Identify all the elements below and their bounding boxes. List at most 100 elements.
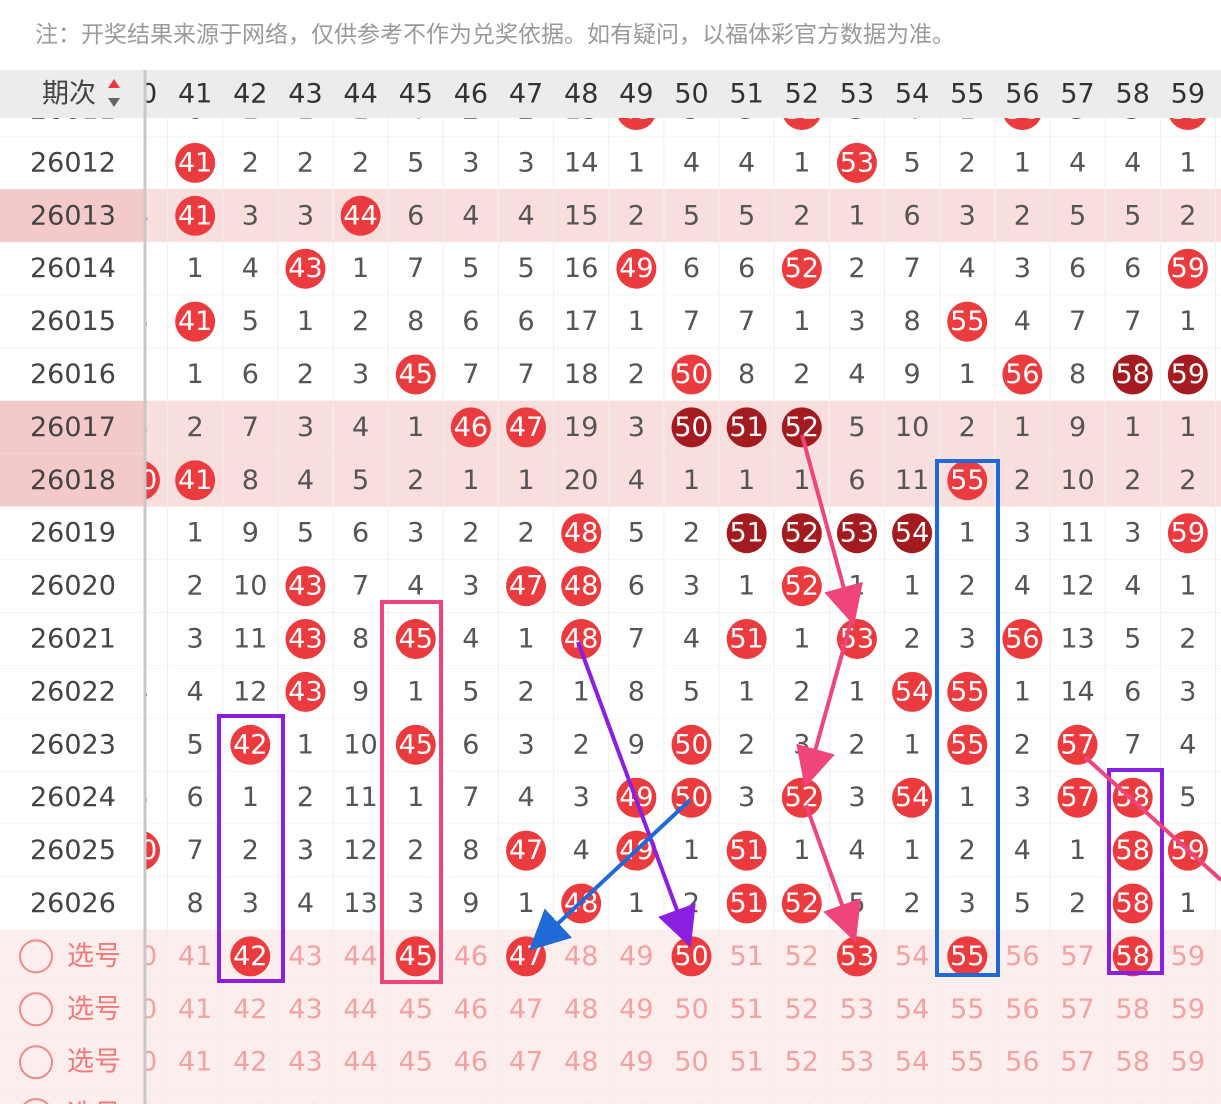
- cell[interactable]: 46: [454, 994, 488, 1025]
- cell[interactable]: 54: [895, 941, 929, 972]
- cell[interactable]: 44: [343, 994, 377, 1025]
- select-radio[interactable]: [19, 992, 53, 1027]
- cell[interactable]: 53: [840, 1100, 874, 1104]
- cell[interactable]: 53: [840, 941, 874, 972]
- cell[interactable]: 52: [785, 994, 819, 1025]
- cell[interactable]: 56: [1005, 941, 1039, 972]
- cell[interactable]: 50: [674, 1047, 708, 1078]
- cell[interactable]: 46: [454, 1047, 488, 1078]
- cell[interactable]: 40: [123, 941, 157, 972]
- cell[interactable]: 41: [178, 941, 212, 972]
- cell[interactable]: 52: [785, 941, 819, 972]
- cell[interactable]: 48: [564, 1047, 598, 1078]
- cell[interactable]: 55: [950, 994, 984, 1025]
- cell[interactable]: 56: [1005, 1100, 1039, 1104]
- cell[interactable]: 59: [1171, 1100, 1205, 1104]
- cell[interactable]: 47: [509, 1047, 543, 1078]
- cell[interactable]: 50: [674, 941, 708, 972]
- cell[interactable]: 56: [1005, 994, 1039, 1025]
- row-bg: [0, 242, 1221, 296]
- cell[interactable]: 57: [1060, 1100, 1094, 1104]
- cell[interactable]: 57: [1060, 941, 1094, 972]
- cell[interactable]: 52: [785, 1100, 819, 1104]
- cell: 4: [1014, 306, 1031, 337]
- cell[interactable]: 49: [619, 1047, 653, 1078]
- cell[interactable]: 46: [454, 1100, 488, 1104]
- cell[interactable]: 59: [1171, 941, 1205, 972]
- cell[interactable]: 44: [343, 941, 377, 972]
- cell[interactable]: 40: [123, 1047, 157, 1078]
- cell[interactable]: 59: [1171, 994, 1205, 1025]
- cell[interactable]: 50: [674, 994, 708, 1025]
- cell[interactable]: 42: [233, 941, 267, 972]
- cell[interactable]: 53: [840, 994, 874, 1025]
- cell[interactable]: 58: [1116, 1100, 1150, 1104]
- cell[interactable]: 40: [123, 1100, 157, 1104]
- draw-row: 2601840418452112041116115521022: [0, 453, 1221, 508]
- cell[interactable]: 42: [233, 1047, 267, 1078]
- cell[interactable]: 51: [729, 1047, 763, 1078]
- box: [217, 714, 285, 983]
- cell[interactable]: 57: [1060, 994, 1094, 1025]
- cell[interactable]: 57: [1060, 1047, 1094, 1078]
- cell[interactable]: 41: [178, 994, 212, 1025]
- cell[interactable]: 55: [950, 941, 984, 972]
- select-radio[interactable]: [20, 1098, 52, 1104]
- cell[interactable]: 58: [1116, 1047, 1150, 1078]
- cell[interactable]: 40: [123, 994, 157, 1025]
- cell[interactable]: 48: [564, 941, 598, 972]
- cell[interactable]: 55: [950, 1047, 984, 1078]
- cell[interactable]: 49: [619, 994, 653, 1025]
- select-radio[interactable]: [19, 1045, 53, 1080]
- draw-row: 26011 2 6 1 1 1 4 2 2 13 49 3 3 52 3 4 1 56 3 3 59: [0, 118, 1221, 137]
- cell[interactable]: 45: [399, 941, 433, 972]
- cell[interactable]: 54: [895, 1100, 929, 1104]
- cell[interactable]: 43: [288, 941, 322, 972]
- cell[interactable]: 48: [564, 994, 598, 1025]
- select-radio[interactable]: [19, 939, 53, 974]
- cell[interactable]: 43: [288, 1047, 322, 1078]
- cell: 2: [1124, 465, 1141, 496]
- cell: 4: [848, 359, 865, 390]
- cell[interactable]: 45: [399, 1047, 433, 1078]
- cell[interactable]: 43: [288, 1100, 322, 1104]
- cell[interactable]: 42: [233, 1100, 267, 1104]
- hit-ball: [781, 566, 822, 607]
- hit-ball: [947, 936, 988, 977]
- cell[interactable]: 49: [619, 1100, 653, 1104]
- hit-ball: [781, 248, 822, 289]
- cell[interactable]: 51: [729, 1100, 763, 1104]
- cell: 4: [242, 253, 259, 284]
- cell[interactable]: 42: [233, 994, 267, 1025]
- cell[interactable]: 51: [729, 994, 763, 1025]
- cell[interactable]: 52: [785, 1047, 819, 1078]
- cell[interactable]: 49: [619, 941, 653, 972]
- cell[interactable]: 53: [840, 1047, 874, 1078]
- period-header[interactable]: 期次: [42, 79, 96, 110]
- cell[interactable]: 43: [288, 994, 322, 1025]
- cell[interactable]: 51: [729, 941, 763, 972]
- cell[interactable]: 50: [674, 1100, 708, 1104]
- cell[interactable]: 48: [564, 1100, 598, 1104]
- hit-ball: [285, 566, 326, 607]
- period-bg: [0, 189, 145, 243]
- cell[interactable]: 46: [454, 941, 488, 972]
- cell[interactable]: 54: [895, 1047, 929, 1078]
- cell[interactable]: 58: [1116, 994, 1150, 1025]
- cell: 8: [738, 359, 755, 390]
- cell[interactable]: 47: [509, 941, 543, 972]
- cell[interactable]: 55: [950, 1100, 984, 1104]
- cell[interactable]: 45: [399, 994, 433, 1025]
- cell[interactable]: 56: [1005, 1047, 1039, 1078]
- cell[interactable]: 54: [895, 994, 929, 1025]
- cell[interactable]: 59: [1171, 1047, 1205, 1078]
- cell[interactable]: 44: [343, 1100, 377, 1104]
- cell[interactable]: 41: [178, 1047, 212, 1078]
- cell[interactable]: 44: [343, 1047, 377, 1078]
- cell[interactable]: 41: [178, 1100, 212, 1104]
- cell[interactable]: 47: [509, 994, 543, 1025]
- cells: 7 1 6 2 3 45 7 7 18 2 50 8 2 4 9 1 56 8 58 59: [146, 348, 1216, 401]
- cell[interactable]: 47: [509, 1100, 543, 1104]
- cell[interactable]: 58: [1116, 941, 1150, 972]
- cell[interactable]: 45: [399, 1100, 433, 1104]
